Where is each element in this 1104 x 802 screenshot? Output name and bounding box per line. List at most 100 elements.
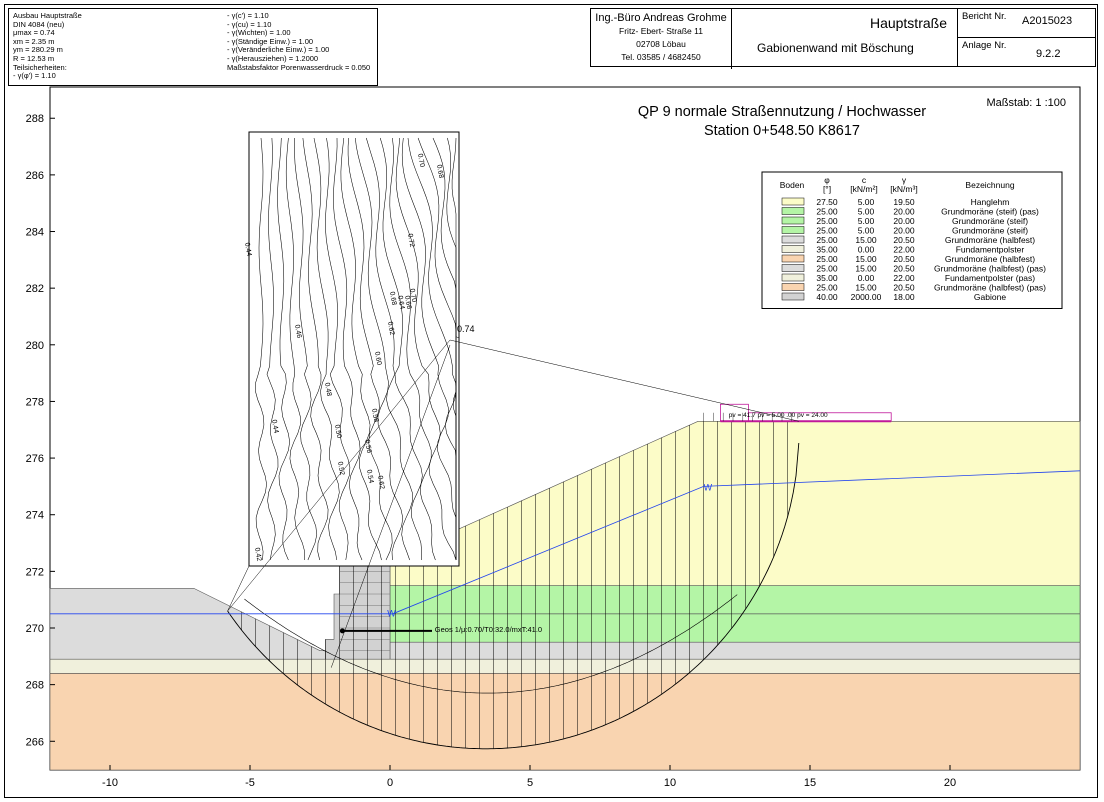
projection-line bbox=[227, 565, 250, 612]
legend-swatch bbox=[781, 226, 805, 234]
legend-name: Grundmoräne (halbfest) (pas) bbox=[934, 283, 1046, 293]
y-tick-label: 274 bbox=[26, 510, 44, 522]
header-line: Teilsicherheiten: bbox=[13, 62, 67, 72]
header-box: Ausbau Hauptstraße DIN 4084 (neu) μmax = 0… bbox=[8, 8, 378, 86]
y-tick-label: 280 bbox=[26, 340, 44, 352]
contour-label: 0.54 bbox=[365, 469, 374, 484]
legend-name: Gabione bbox=[974, 292, 1006, 302]
contour-label: 0.68 bbox=[435, 164, 444, 179]
contour-label: 0.62 bbox=[386, 321, 395, 336]
load-box bbox=[748, 412, 892, 422]
header-right: - γ(c') = 1.10- γ(cu) = 1.10- γ(Wichten)… bbox=[227, 11, 370, 72]
header-line: - γ(Herausziehen) = 1.2000 bbox=[227, 53, 319, 63]
legend-c: 0.00 bbox=[858, 245, 875, 255]
contour bbox=[294, 137, 318, 561]
load-label: pv = 41.7 pv = 5.00 .00 pv = 24.00 bbox=[729, 412, 828, 419]
legend-swatch bbox=[781, 207, 805, 215]
x-tick-label: -5 bbox=[245, 777, 255, 789]
legend-phi: 25.00 bbox=[816, 254, 838, 264]
contour-label: 0.68 bbox=[388, 291, 397, 306]
address: Ing.-Büro Andreas Grohme Fritz- Ebert- S… bbox=[591, 9, 732, 69]
contour bbox=[451, 137, 457, 560]
legend-name: Fundamentpolster bbox=[956, 245, 1025, 255]
title-block: Ing.-Büro Andreas Grohme Fritz- Ebert- S… bbox=[590, 8, 1096, 69]
legend-gamma: 20.50 bbox=[893, 264, 915, 274]
project: Hauptstraße bbox=[869, 15, 947, 31]
legend-swatch bbox=[781, 216, 805, 225]
header-left: Ausbau Hauptstraße DIN 4084 (neu) μmax = 0… bbox=[13, 11, 82, 81]
layer bbox=[49, 658, 1081, 674]
legend-name: Grundmoräne (steif) bbox=[952, 216, 1028, 226]
annex-box: Anlage Nr. 9.2.2 bbox=[958, 38, 1095, 66]
y-tick-label: 286 bbox=[26, 170, 44, 182]
legend-c: 5.00 bbox=[858, 207, 875, 217]
projection-line bbox=[449, 339, 799, 422]
header-line: ym = 280.29 m bbox=[13, 45, 63, 55]
y-tick-label: 278 bbox=[26, 396, 44, 408]
legend-c: 2000.00 bbox=[851, 292, 882, 302]
header-line: - γ(Wichten) = 1.00 bbox=[227, 28, 291, 38]
legend-header: γ bbox=[902, 175, 907, 185]
projection-line bbox=[227, 339, 451, 612]
legend-header: c bbox=[862, 175, 867, 185]
contour bbox=[255, 137, 267, 561]
street: Fritz- Ebert- Straße 11 bbox=[619, 26, 703, 36]
report-box: Bericht Nr. A2015023 bbox=[958, 9, 1095, 38]
x-tick-label: 0 bbox=[387, 777, 393, 789]
legend-phi: 25.00 bbox=[816, 235, 838, 245]
y-tick-label: 284 bbox=[26, 227, 44, 239]
header-line: DIN 4084 (neu) bbox=[13, 19, 65, 29]
legend-gamma: 20.50 bbox=[893, 254, 915, 264]
contour bbox=[395, 137, 457, 561]
y-tick-label: 288 bbox=[26, 113, 44, 125]
project-box: Hauptstraße Gabionenwand mit Böschung bbox=[732, 9, 958, 66]
x-tick-label: 15 bbox=[804, 777, 816, 789]
legend-c: 5.00 bbox=[858, 216, 875, 226]
legend-c: 15.00 bbox=[855, 283, 877, 293]
legend-swatch bbox=[781, 235, 805, 244]
legend-swatch bbox=[781, 245, 805, 253]
legend-phi: 25.00 bbox=[816, 264, 838, 274]
legend-gamma: 19.50 bbox=[893, 197, 915, 207]
contour-label: 0.72 bbox=[406, 233, 415, 248]
legend-swatch bbox=[781, 283, 805, 291]
company: Ing.-Büro Andreas Grohme bbox=[595, 12, 727, 24]
city: 02708 Löbau bbox=[636, 39, 686, 49]
legend-phi: 25.00 bbox=[816, 283, 838, 293]
legend-c: 5.00 bbox=[858, 226, 875, 236]
legend-gamma: 20.00 bbox=[893, 207, 915, 217]
legend-phi: 35.00 bbox=[816, 273, 838, 283]
header-line: - γ(cu) = 1.10 bbox=[227, 19, 272, 29]
legend-gamma: 22.00 bbox=[893, 273, 915, 283]
contour-label: 0.70 bbox=[408, 288, 417, 303]
legend-name: Grundmoräne (steif) bbox=[952, 226, 1028, 236]
annex-no: 9.2.2 bbox=[1036, 48, 1061, 60]
legend-c: 0.00 bbox=[858, 273, 875, 283]
header-line: - γ(Veränderliche Einw.) = 1.00 bbox=[227, 45, 330, 55]
legend-name: Grundmoräne (steif) (pas) bbox=[941, 207, 1039, 217]
contour-label: 0.48 bbox=[323, 382, 332, 397]
annex-label: Anlage Nr. bbox=[962, 40, 1007, 51]
legend-swatch bbox=[781, 254, 805, 263]
legend-gamma: 20.50 bbox=[893, 283, 915, 293]
legend-unit: [°] bbox=[823, 184, 831, 194]
header-line: - γ(φ') = 1.10 bbox=[13, 71, 56, 81]
subject: Gabionenwand mit Böschung bbox=[757, 41, 914, 55]
frame bbox=[4, 4, 1098, 798]
phone: Tel. 03585 / 4682450 bbox=[621, 52, 701, 62]
legend-name: Fundamentpolster (pas) bbox=[945, 273, 1035, 283]
legend-gamma: 20.50 bbox=[893, 235, 915, 245]
header-line: xm = 2.35 m bbox=[13, 36, 55, 46]
x-tick-label: 5 bbox=[527, 777, 533, 789]
header-line: Ausbau Hauptstraße bbox=[13, 11, 82, 20]
legend-c: 15.00 bbox=[855, 254, 877, 264]
contour-label: 0.56 bbox=[363, 439, 372, 454]
y-tick-label: 270 bbox=[26, 623, 44, 635]
contour-label: 0.44 bbox=[243, 242, 252, 257]
contour bbox=[347, 137, 393, 561]
water-label: W bbox=[387, 609, 396, 619]
legend-unit: [kN/m²] bbox=[850, 184, 877, 194]
legend-phi: 27.50 bbox=[816, 197, 838, 207]
legend-name: Grundmoräne (halbfest) bbox=[945, 254, 1035, 264]
x-tick-label: -10 bbox=[102, 777, 118, 789]
